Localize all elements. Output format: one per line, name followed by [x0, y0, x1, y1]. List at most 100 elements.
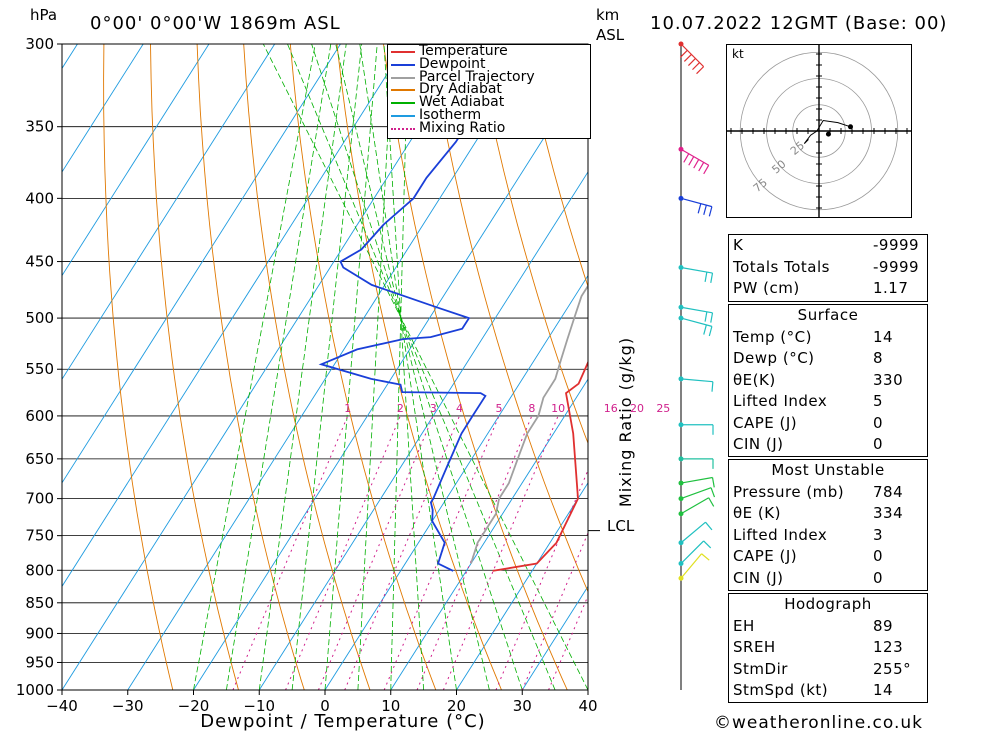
wet-adiabat-line: [226, 44, 332, 690]
wind-barb-flag: [679, 49, 688, 58]
wind-barb-shaft: [680, 317, 713, 327]
stat-value: 3: [873, 525, 884, 544]
wind-barb-flag: [708, 206, 713, 217]
wind-barb-flag: [683, 53, 692, 62]
totals-totals-value: -9999: [873, 257, 920, 276]
wind-barb-flag: [704, 271, 708, 282]
most-unstable-title: Most Unstable: [771, 461, 885, 479]
legend-swatch: [391, 63, 415, 66]
wind-barb-shaft: [680, 148, 710, 166]
isotherm-line: [62, 44, 210, 277]
legend-label: Parcel Trajectory: [419, 68, 535, 85]
mixing-ratio-label: 8: [528, 402, 535, 415]
pressure-unit-label: hPa: [30, 6, 57, 24]
wind-barb-flag: [703, 540, 712, 549]
wind-barb-flag: [683, 153, 690, 163]
y-tick-label: 700: [25, 490, 54, 508]
isotherm-line: [62, 44, 144, 173]
wind-barb-flag: [692, 62, 700, 71]
stat-label: StmSpd (kt): [733, 681, 829, 699]
wind-barb-shaft: [680, 306, 713, 314]
isotherm-line: [193, 67, 588, 690]
hodograph-ring-label: 75: [751, 176, 770, 195]
stat-label: Lifted Index: [733, 392, 828, 410]
stat-label: θE (K): [733, 504, 781, 522]
y-tick-label: 750: [25, 527, 54, 545]
isotherm-line: [258, 171, 588, 690]
wind-barb-flag: [693, 159, 700, 169]
hodograph-stats-title: Hodograph: [784, 595, 872, 613]
stat-label: Dewp (°C): [733, 349, 815, 367]
wet-adiabat-line: [359, 44, 457, 690]
legend-swatch: [391, 89, 415, 92]
stat-label: EH: [733, 616, 755, 635]
stat-value: 334: [873, 504, 904, 522]
stat-value: 330: [873, 370, 904, 389]
x-axis-label: Dewpoint / Temperature (°C): [200, 711, 485, 732]
stat-label: SREH: [733, 638, 776, 656]
wind-barb-flag: [688, 156, 695, 166]
hodograph-stats-panel: Hodograph EH 89 SREH 123 StmDir 255° StmSpd (k…: [728, 593, 928, 703]
stat-value: 0: [873, 435, 884, 453]
wind-barb-flag: [698, 162, 705, 172]
surface-row: Dewp (°C) 8: [729, 348, 927, 370]
isotherm-line: [390, 378, 588, 690]
copyright-footer[interactable]: ©weatheronline.co.uk: [714, 713, 923, 733]
wind-barb-flag: [711, 477, 715, 488]
y-tick-label: 450: [25, 253, 54, 271]
dry-adiabat-line: [943, 44, 1000, 690]
series-parcel-trajectory-line: [470, 284, 588, 564]
mixing-ratio-label: 20: [630, 402, 644, 415]
mixing-ratio-line: [344, 415, 460, 690]
wind-barb-flag: [697, 203, 702, 214]
pw-value: 1.17: [873, 279, 909, 297]
k-index-value: -9999: [873, 236, 920, 254]
legend-label: Wet Adiabat: [419, 94, 505, 111]
wind-barb-shaft: [680, 553, 703, 579]
lcl-label: LCL: [607, 517, 635, 535]
hodograph-stats-row: SREH 123: [729, 637, 927, 659]
legend-label: Mixing Ratio: [419, 119, 506, 136]
most-unstable-row: CIN (J) 0: [729, 568, 927, 590]
dry-adiabat-line: [522, 44, 588, 288]
most-unstable-row: Lifted Index 3: [729, 525, 927, 547]
stat-value: 784: [873, 482, 904, 501]
legend-item: Parcel Trajectory: [388, 68, 590, 85]
stat-label: Pressure (mb): [733, 482, 845, 501]
altitude-unit-asl: ASL: [596, 26, 625, 44]
wind-barb-flag: [703, 164, 710, 175]
stat-label: Temp (°C): [733, 327, 812, 346]
isotherm-line: [62, 44, 407, 588]
surface-row: θE(K) 330: [729, 370, 927, 392]
y-tick-label: 850: [25, 594, 54, 612]
legend-swatch: [391, 127, 415, 130]
wind-barb-flag: [703, 204, 707, 215]
isotherm-line: [62, 44, 341, 484]
wet-adiabat-line: [287, 44, 556, 690]
legend-item: Dry Adiabat: [388, 83, 590, 96]
wind-barb-shaft: [680, 540, 705, 564]
legend-label: Dewpoint: [419, 55, 486, 72]
legend-swatch: [391, 114, 415, 117]
wet-adiabat-line: [262, 44, 588, 690]
x-tick-label: −10: [243, 697, 275, 715]
dry-adiabat-line: [989, 44, 1000, 690]
wet-adiabat-line: [324, 44, 378, 690]
x-tick-label: 40: [578, 697, 597, 715]
mixing-ratio-line: [521, 531, 588, 690]
indices-panel: K -9999 Totals Totals -9999 PW (cm) 1.17: [728, 234, 928, 302]
y-tick-label: 550: [25, 360, 54, 378]
legend-label: Isotherm: [419, 106, 482, 123]
wind-barb-flag: [710, 487, 716, 498]
y-tick-label: 400: [25, 189, 54, 207]
wind-barb-flag: [701, 553, 710, 561]
mixing-ratio-line: [416, 415, 533, 690]
wind-barb-flag: [704, 311, 708, 322]
stat-value: 123: [873, 638, 904, 656]
mixing-ratio-label: 25: [656, 402, 670, 415]
surface-panel: Surface Temp (°C) 14 Dewp (°C) 8 θE(K) 330 Lif…: [728, 304, 928, 457]
legend-label: Dry Adiabat: [419, 81, 502, 98]
mixing-ratio-label: 4: [456, 402, 463, 415]
wind-barb-shaft: [680, 521, 706, 544]
